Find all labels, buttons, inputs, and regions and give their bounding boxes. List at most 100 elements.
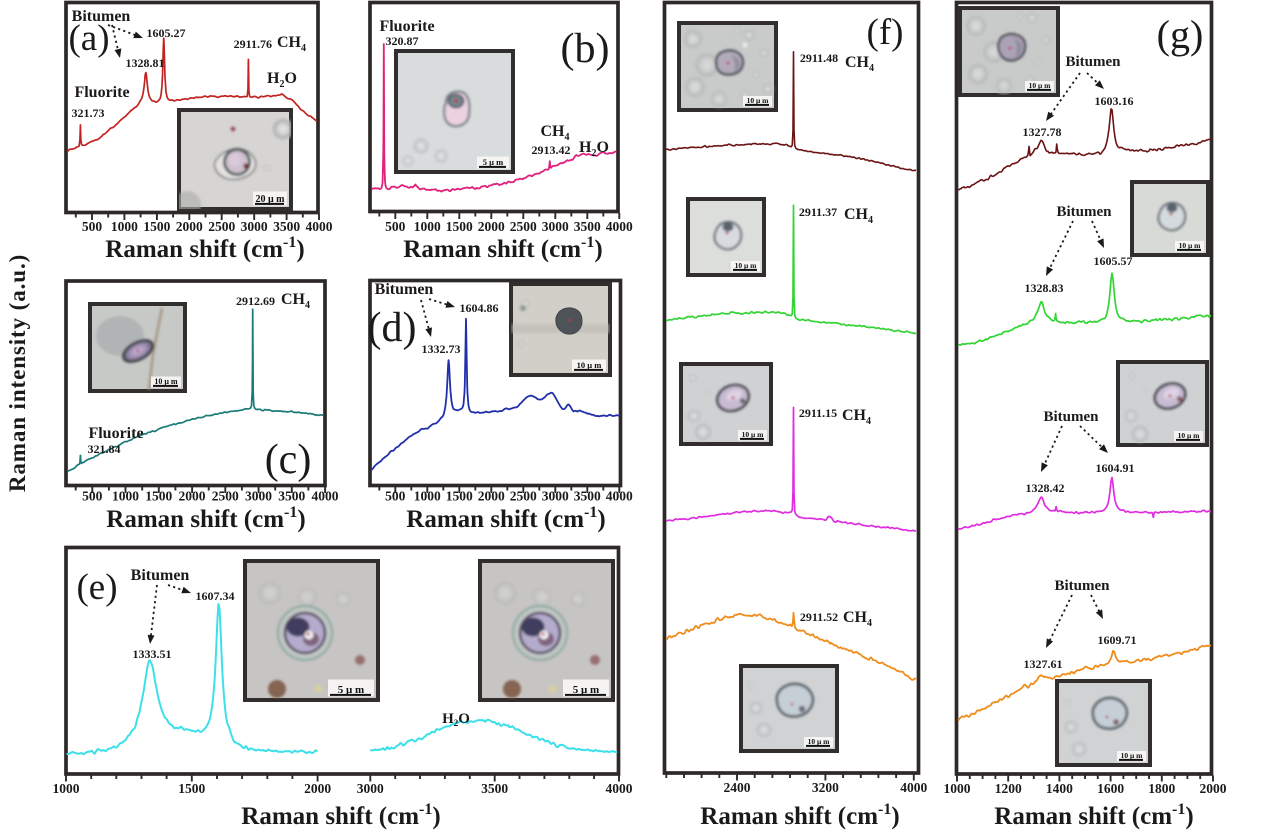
svg-text:2000: 2000 xyxy=(478,489,505,504)
svg-text:1000: 1000 xyxy=(112,489,139,504)
svg-text:CH4: CH4 xyxy=(277,34,306,54)
svg-text:10 μ m: 10 μ m xyxy=(1121,751,1144,760)
svg-text:1500: 1500 xyxy=(145,489,172,504)
svg-text:3000: 3000 xyxy=(542,219,569,234)
svg-text:3000: 3000 xyxy=(245,489,272,504)
svg-text:500: 500 xyxy=(82,489,103,504)
svg-text:3500: 3500 xyxy=(574,219,601,234)
svg-text:Bitumen: Bitumen xyxy=(1043,409,1099,425)
svg-text:1328.42: 1328.42 xyxy=(1026,481,1065,495)
svg-text:1604.86: 1604.86 xyxy=(460,301,499,315)
svg-text:10 μ m: 10 μ m xyxy=(747,96,770,105)
svg-text:1200: 1200 xyxy=(995,781,1022,796)
svg-text:(c): (c) xyxy=(265,437,312,483)
svg-text:5 μ m: 5 μ m xyxy=(338,684,364,696)
svg-text:1604.91: 1604.91 xyxy=(1096,461,1135,475)
svg-text:10 μ m: 10 μ m xyxy=(808,737,831,746)
svg-text:10 μ m: 10 μ m xyxy=(1179,241,1202,250)
svg-text:CH4: CH4 xyxy=(541,123,570,143)
svg-text:CH4: CH4 xyxy=(842,407,871,427)
svg-text:1333.51: 1333.51 xyxy=(133,647,172,661)
svg-text:Raman shift (cm-1): Raman shift (cm-1) xyxy=(994,801,1193,830)
svg-text:2000: 2000 xyxy=(304,781,331,796)
svg-text:2400: 2400 xyxy=(724,780,751,795)
svg-text:1603.16: 1603.16 xyxy=(1095,94,1134,108)
svg-text:Bitumen: Bitumen xyxy=(131,567,190,584)
svg-text:500: 500 xyxy=(82,219,103,234)
svg-text:3200: 3200 xyxy=(812,780,839,795)
svg-text:500: 500 xyxy=(385,489,406,504)
svg-text:H2O: H2O xyxy=(442,711,470,728)
svg-text:1500: 1500 xyxy=(178,781,205,796)
svg-text:Raman shift (cm-1): Raman shift (cm-1) xyxy=(106,504,305,533)
svg-text:1000: 1000 xyxy=(53,781,80,796)
svg-text:10 μ m: 10 μ m xyxy=(735,261,758,270)
svg-text:2913.42: 2913.42 xyxy=(532,143,571,157)
svg-text:(g): (g) xyxy=(1157,12,1204,57)
svg-text:2500: 2500 xyxy=(208,219,235,234)
svg-text:2911.37: 2911.37 xyxy=(799,205,837,219)
svg-text:Bitumen: Bitumen xyxy=(1065,54,1121,70)
svg-text:1000: 1000 xyxy=(414,489,441,504)
svg-text:1500: 1500 xyxy=(143,219,170,234)
svg-text:500: 500 xyxy=(385,219,406,234)
svg-text:Bitumen: Bitumen xyxy=(375,281,434,298)
svg-text:(a): (a) xyxy=(68,18,109,59)
svg-text:2000: 2000 xyxy=(176,219,203,234)
svg-text:5 μ m: 5 μ m xyxy=(573,684,599,696)
svg-text:10 μ m: 10 μ m xyxy=(1029,81,1052,90)
svg-text:1605.57: 1605.57 xyxy=(1094,254,1133,268)
svg-text:5 μ m: 5 μ m xyxy=(483,157,503,167)
svg-text:2500: 2500 xyxy=(212,489,239,504)
svg-text:2911.76: 2911.76 xyxy=(234,37,272,51)
svg-text:3500: 3500 xyxy=(278,489,305,504)
svg-text:(b): (b) xyxy=(561,26,610,72)
svg-text:1328.83: 1328.83 xyxy=(1025,281,1064,295)
svg-text:Raman shift (cm-1): Raman shift (cm-1) xyxy=(406,504,605,533)
svg-text:1500: 1500 xyxy=(446,219,473,234)
svg-text:10 μ m: 10 μ m xyxy=(154,377,178,386)
svg-text:CH4: CH4 xyxy=(845,54,874,74)
svg-text:Raman shift (cm-1): Raman shift (cm-1) xyxy=(241,801,440,830)
svg-text:CH4: CH4 xyxy=(843,609,872,629)
svg-text:2911.48: 2911.48 xyxy=(800,51,838,65)
svg-text:Raman intensity (a.u.): Raman intensity (a.u.) xyxy=(5,254,30,492)
svg-text:1327.61: 1327.61 xyxy=(1024,657,1063,671)
svg-text:3500: 3500 xyxy=(481,781,508,796)
svg-text:1800: 1800 xyxy=(1148,781,1175,796)
svg-text:CH4: CH4 xyxy=(844,206,873,226)
svg-text:2912.69: 2912.69 xyxy=(236,294,275,308)
svg-text:4000: 4000 xyxy=(606,781,633,796)
svg-text:1328.81: 1328.81 xyxy=(126,56,165,70)
svg-text:Fluorite: Fluorite xyxy=(88,425,143,442)
svg-text:4000: 4000 xyxy=(312,489,339,504)
svg-text:1600: 1600 xyxy=(1097,781,1124,796)
svg-text:10 μ m: 10 μ m xyxy=(1178,431,1201,440)
svg-text:H2O: H2O xyxy=(579,139,609,159)
svg-text:H2O: H2O xyxy=(267,70,297,90)
svg-text:3500: 3500 xyxy=(574,489,601,504)
svg-text:321.84: 321.84 xyxy=(88,442,121,456)
svg-text:1000: 1000 xyxy=(944,781,971,796)
svg-text:Raman shift (cm-1): Raman shift (cm-1) xyxy=(700,801,899,830)
svg-text:Raman shift (cm-1): Raman shift (cm-1) xyxy=(105,234,304,263)
svg-text:320.87: 320.87 xyxy=(386,34,419,48)
svg-text:2000: 2000 xyxy=(179,489,206,504)
svg-text:4000: 4000 xyxy=(900,780,927,795)
svg-text:2000: 2000 xyxy=(1200,781,1227,796)
svg-text:1000: 1000 xyxy=(414,219,441,234)
svg-text:10 μ m: 10 μ m xyxy=(577,360,602,370)
svg-text:1607.34: 1607.34 xyxy=(196,589,235,603)
svg-text:Fluorite: Fluorite xyxy=(379,18,434,35)
svg-text:20 μ m: 20 μ m xyxy=(256,194,286,205)
svg-text:2500: 2500 xyxy=(510,219,537,234)
svg-text:1400: 1400 xyxy=(1046,781,1073,796)
svg-text:3000: 3000 xyxy=(542,489,569,504)
svg-text:(f): (f) xyxy=(867,12,904,53)
svg-text:Bitumen: Bitumen xyxy=(72,8,131,25)
svg-text:321.73: 321.73 xyxy=(72,106,105,120)
svg-text:3000: 3000 xyxy=(241,219,268,234)
svg-text:2911.15: 2911.15 xyxy=(799,406,837,420)
svg-text:10 μ m: 10 μ m xyxy=(742,430,765,439)
svg-text:Bitumen: Bitumen xyxy=(1056,204,1112,220)
